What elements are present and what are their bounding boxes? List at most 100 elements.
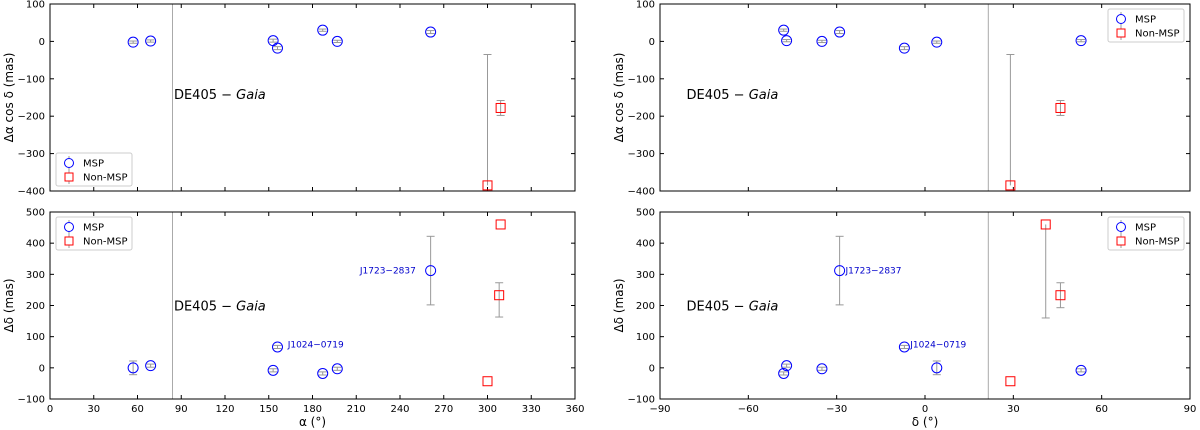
y-tick-label: 500	[26, 208, 45, 219]
x-axis-title: δ (°)	[912, 415, 939, 429]
y-tick-label: 300	[26, 270, 45, 281]
legend-square-icon	[1116, 28, 1126, 38]
legend-entry: MSP	[1135, 223, 1156, 234]
msp-point	[931, 36, 943, 48]
non-msp-point	[495, 102, 506, 113]
non-msp-point	[1005, 376, 1016, 387]
point-label: J1024−0719	[287, 340, 344, 350]
y-tick-label: 400	[636, 239, 655, 250]
msp-point	[1075, 364, 1087, 376]
msp-point	[272, 341, 283, 353]
y-tick-label: 100	[636, 0, 655, 11]
msp-point	[898, 341, 910, 353]
point-label: J1024−0719	[909, 340, 966, 350]
y-tick-label: 0	[649, 363, 655, 374]
y-tick-label: −100	[628, 74, 655, 85]
msp-point	[931, 362, 943, 374]
panel-top-right: −400 −300 −200 −100 0 100 Δα cos δ (mas) DE405 …	[612, 0, 1191, 198]
msp-point	[425, 265, 437, 277]
legend-box	[55, 152, 133, 187]
msp-point	[778, 367, 790, 379]
msp-point	[834, 265, 846, 277]
x-tick-label: 60	[1095, 404, 1108, 415]
legend-circle-icon	[1116, 222, 1126, 232]
y-tick-label: 100	[636, 332, 655, 343]
x-tick-label: −60	[738, 404, 759, 415]
plot-frame	[659, 3, 1191, 192]
y-axis-title: Δα cos δ (mas)	[612, 53, 626, 143]
y-tick-label: −300	[18, 149, 45, 160]
msp-point	[1075, 35, 1087, 47]
legend-entry: Non-MSP	[1135, 29, 1180, 40]
y-tick-label: 100	[26, 332, 45, 343]
msp-point	[781, 35, 793, 47]
legend-square-icon	[1116, 236, 1126, 246]
y-tick-label: 0	[39, 363, 45, 374]
msp-point	[145, 35, 157, 47]
msp-point	[317, 24, 329, 36]
non-msp-point	[482, 180, 493, 191]
x-tick-label: 210	[347, 404, 366, 415]
legend-circle-icon	[64, 222, 74, 232]
legend-circle-icon	[1116, 14, 1126, 24]
chart-annotation: DE405 − Gaia	[174, 300, 266, 315]
y-axis-title: Δδ (mas)	[2, 278, 16, 332]
legend-entry: Non-MSP	[83, 237, 128, 248]
x-tick-label: −30	[826, 404, 847, 415]
y-axis-title: Δα cos δ (mas)	[2, 53, 16, 143]
panel-bottom-right: −90 −60 −30 0 30 60 90 −100 0 100 200 300 400 500 Δδ (…	[612, 208, 1196, 430]
y-tick-label: −100	[18, 74, 45, 85]
x-tick-label: 90	[175, 404, 188, 415]
y-tick-label: 200	[636, 301, 655, 312]
x-tick-label: 180	[303, 404, 322, 415]
legend-box	[1107, 216, 1185, 251]
y-tick-label: −300	[628, 149, 655, 160]
non-msp-point	[1055, 102, 1066, 113]
y-tick-label: −100	[18, 395, 45, 406]
legend-entry: MSP	[83, 159, 104, 170]
panel-top-left: −400 −300 −200 −100 0 100 Δα cos δ (mas) DE405 …	[2, 0, 576, 198]
msp-point	[127, 362, 139, 374]
msp-point	[267, 364, 279, 376]
x-tick-label: 150	[259, 404, 278, 415]
x-tick-label: 240	[390, 404, 409, 415]
y-tick-label: 300	[636, 270, 655, 281]
legend-square-icon	[64, 172, 74, 182]
msp-point	[898, 42, 910, 54]
x-tick-label: 0	[47, 404, 53, 415]
y-tick-label: 0	[39, 37, 45, 48]
chart-annotation: DE405 − Gaia	[687, 88, 779, 103]
msp-point	[331, 363, 343, 375]
msp-point	[834, 26, 846, 38]
msp-point	[331, 35, 343, 47]
x-tick-label: 30	[1007, 404, 1020, 415]
msp-point	[425, 26, 437, 38]
non-msp-point	[1005, 180, 1016, 191]
non-msp-point	[495, 219, 506, 230]
y-tick-label: −400	[18, 187, 45, 198]
y-tick-label: −400	[628, 187, 655, 198]
point-label: J1723−2837	[845, 267, 902, 277]
y-tick-label: 500	[636, 208, 655, 219]
legend-square-icon	[64, 236, 74, 246]
y-tick-label: −100	[628, 395, 655, 406]
legend-box	[55, 216, 133, 251]
x-tick-label: 330	[522, 404, 541, 415]
non-msp-point	[482, 376, 493, 387]
non-msp-point	[1040, 219, 1051, 230]
legend-entry: Non-MSP	[83, 173, 128, 184]
y-tick-label: 200	[26, 301, 45, 312]
panel-bottom-left: 0 30 60 90 120 150 180 210 240 270 300 330 360−10001…	[2, 208, 585, 430]
msp-point	[145, 360, 157, 372]
x-tick-label: 0	[922, 404, 928, 415]
x-tick-label: 90	[1184, 404, 1197, 415]
legend-entry: Non-MSP	[1135, 237, 1180, 248]
x-axis-title: α (°)	[299, 415, 326, 429]
x-tick-label: 270	[434, 404, 453, 415]
x-tick-label: 300	[478, 404, 497, 415]
x-tick-label: 30	[87, 404, 100, 415]
x-tick-label: 360	[565, 404, 584, 415]
msp-point	[127, 36, 139, 48]
chart-annotation: DE405 − Gaia	[174, 88, 266, 103]
